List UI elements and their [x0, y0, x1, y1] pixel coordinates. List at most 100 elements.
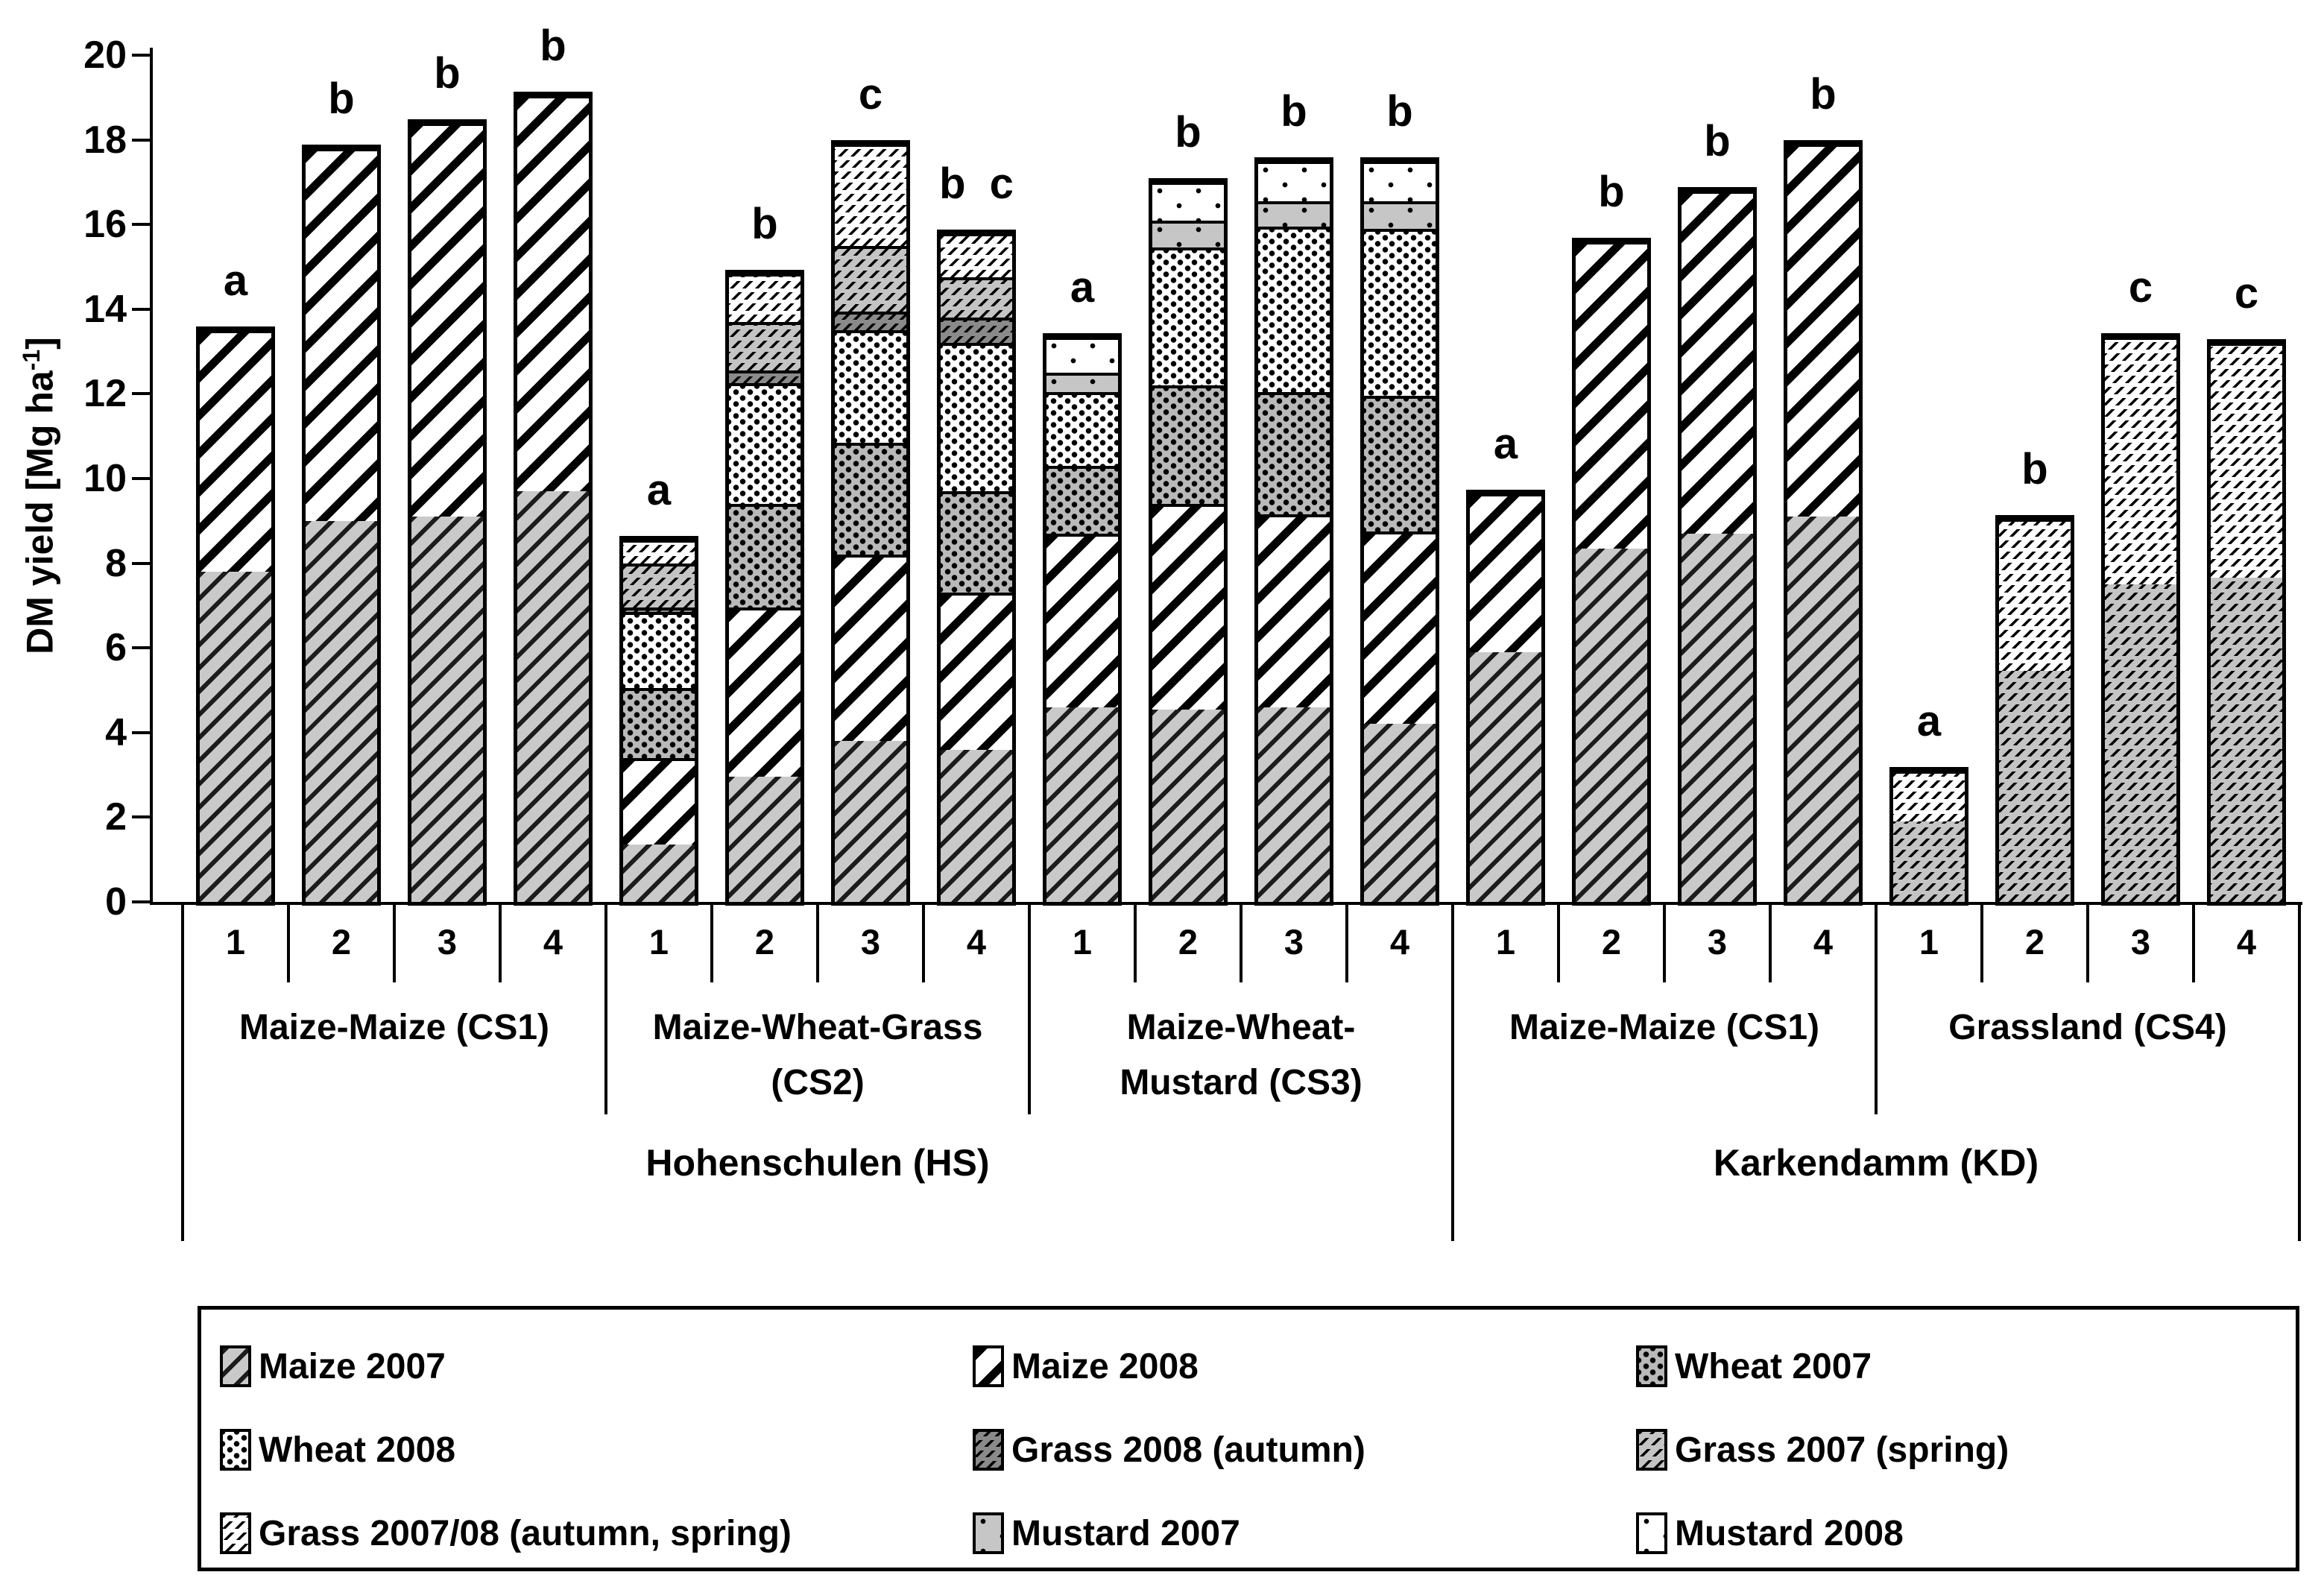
axis-separator — [2086, 902, 2089, 982]
significance-letter: b — [1175, 108, 1202, 157]
legend-item-maize2007: Maize 2007 — [220, 1325, 446, 1408]
bar-segment-wheat2007 — [1258, 391, 1330, 515]
bar-segment-grass2007spring — [2211, 578, 2282, 902]
significance-letter: a — [1070, 262, 1095, 312]
y-tick-label: 14 — [83, 287, 127, 331]
y-tick — [132, 730, 153, 734]
axis-separator — [922, 902, 925, 982]
legend-label: Wheat 2008 — [259, 1430, 456, 1470]
group-label-line: Mustard (CS3) — [1120, 1063, 1362, 1102]
bar-segment-mustard2008 — [1258, 161, 1330, 201]
n-level-label: 2 — [2024, 922, 2045, 962]
legend-swatch-maize2007 — [220, 1345, 251, 1387]
bar-segment-grass2007spring — [729, 321, 801, 371]
group-label-HS-CS2: Maize-Wheat-Grass (CS2) — [606, 1000, 1029, 1111]
bar-KD-CS4-4 — [2207, 339, 2286, 906]
significance-letter: b — [1704, 116, 1731, 165]
bar-segment-maize2008 — [1470, 493, 1541, 652]
bar-segment-mustard2008 — [1046, 336, 1118, 373]
significance-letter: b — [1598, 167, 1625, 216]
bar-segment-wheat2008 — [1258, 227, 1330, 392]
n-level-label: 1 — [648, 922, 669, 962]
bar-segment-maize2008 — [306, 148, 377, 521]
significance-letter: b — [328, 74, 355, 123]
significance-letter: b — [751, 199, 778, 248]
y-tick — [132, 815, 153, 819]
legend: Maize 2007 Maize 2008 Wheat 2007 Wheat 2008… — [198, 1306, 2299, 1571]
bar-segment-wheat2008 — [1046, 391, 1118, 466]
bar-segment-grass200708 — [2105, 336, 2176, 584]
axis-separator — [1451, 902, 1454, 1241]
bar-segment-maize2008 — [1046, 533, 1118, 707]
significance-letter: b — [434, 48, 461, 98]
bar-segment-wheat2007 — [941, 491, 1012, 593]
significance-letter: c — [2234, 269, 2259, 318]
legend-swatch-grass2007spring — [1636, 1429, 1667, 1471]
bar-segment-maize2008 — [941, 593, 1012, 750]
significance-letter: a — [1916, 696, 1942, 745]
bar-segment-maize2007 — [1470, 651, 1541, 902]
bar-segment-maize2007 — [835, 741, 906, 902]
n-level-label: 4 — [1389, 922, 1410, 962]
bar-segment-grass200708 — [2211, 343, 2282, 578]
bar-segment-grass200708 — [835, 144, 906, 246]
bar-KD-CS4-2 — [1995, 514, 2074, 906]
bar-segment-maize2008 — [623, 757, 695, 845]
n-level-label: 1 — [225, 922, 246, 962]
bar-segment-wheat2007 — [1152, 385, 1224, 505]
y-tick — [132, 477, 153, 480]
significance-letter: b c — [939, 159, 1014, 208]
bar-KD-CS4-3 — [2101, 332, 2180, 906]
n-level-label: 1 — [1495, 922, 1516, 962]
group-label-line: Maize-Maize (CS1) — [1509, 1008, 1820, 1047]
axis-separator — [1240, 902, 1242, 982]
bar-segment-wheat2007 — [729, 504, 801, 608]
axis-separator — [2192, 902, 2195, 982]
legend-label: Grass 2007 (spring) — [1675, 1430, 2009, 1470]
legend-label: Wheat 2007 — [1675, 1346, 1872, 1386]
y-axis-line — [150, 48, 153, 905]
legend-label: Grass 2008 (autumn) — [1011, 1430, 1365, 1470]
group-label-line: Maize-Wheat-Grass — [652, 1008, 983, 1047]
y-tick-label: 10 — [83, 457, 127, 500]
bar-HS-CS2-4 — [937, 229, 1016, 906]
significance-letter: b — [540, 21, 566, 70]
significance-letter: a — [646, 466, 672, 515]
legend-item-grass2007spring: Grass 2007 (spring) — [1636, 1408, 2009, 1492]
axis-separator — [710, 902, 713, 982]
bar-segment-maize2007 — [1682, 533, 1753, 902]
axis-separator — [1134, 902, 1137, 982]
bar-segment-mustard2007 — [1046, 373, 1118, 392]
axis-separator — [1345, 902, 1348, 982]
axis-separator — [1028, 902, 1031, 1114]
bar-segment-maize2007 — [941, 749, 1012, 902]
legend-label: Mustard 2008 — [1675, 1513, 1904, 1553]
bar-segment-maize2008 — [1258, 514, 1330, 707]
legend-label: Maize 2008 — [1011, 1346, 1199, 1386]
bar-KD-CS1-3 — [1678, 186, 1757, 906]
bar-KD-CS1-1 — [1466, 489, 1545, 906]
legend-label: Grass 2007/08 (autumn, spring) — [259, 1513, 792, 1553]
y-tick-label: 16 — [83, 203, 127, 247]
bar-segment-wheat2008 — [1364, 228, 1436, 397]
bar-HS-CS1-2 — [302, 144, 381, 906]
bar-segment-wheat2008 — [623, 611, 695, 689]
bar-HS-CS3-2 — [1149, 178, 1228, 906]
bar-segment-wheat2007 — [1046, 465, 1118, 534]
legend-label: Mustard 2007 — [1011, 1513, 1240, 1553]
bar-segment-grass200708 — [1893, 770, 1965, 822]
legend-item-mustard2008: Mustard 2008 — [1636, 1492, 1904, 1575]
axis-separator — [499, 902, 502, 982]
bar-KD-CS1-4 — [1784, 140, 1863, 906]
bar-segment-maize2007 — [1576, 548, 1647, 902]
legend-label: Maize 2007 — [259, 1346, 446, 1386]
bar-KD-CS1-2 — [1572, 237, 1651, 906]
n-level-label: 3 — [1283, 922, 1304, 962]
axis-separator — [1557, 902, 1560, 982]
y-tick-label: 20 — [83, 34, 127, 77]
bar-HS-CS2-3 — [831, 140, 910, 906]
bar-segment-maize2007 — [623, 845, 695, 902]
axis-separator — [1769, 902, 1772, 982]
site-label: Karkendamm (KD) — [1713, 1142, 2039, 1184]
